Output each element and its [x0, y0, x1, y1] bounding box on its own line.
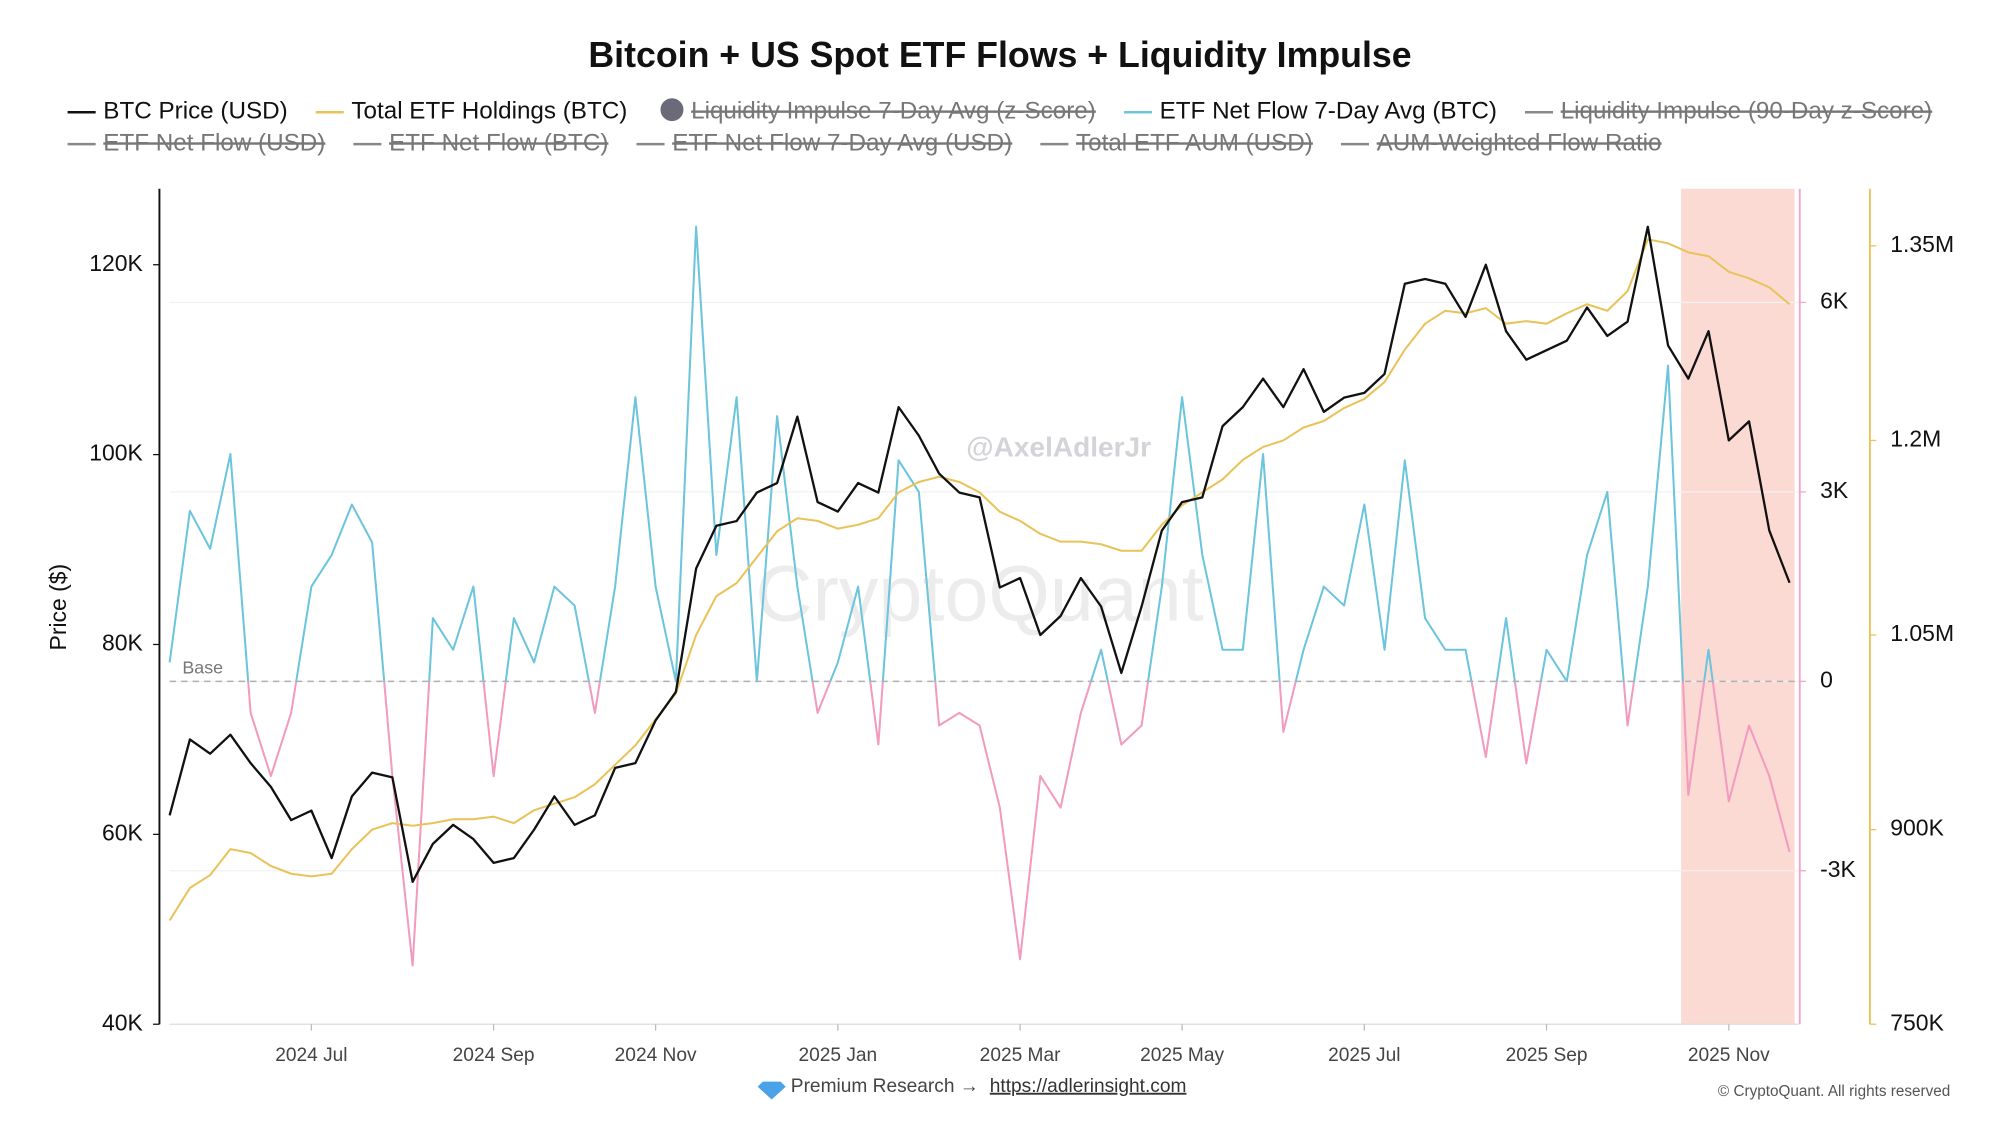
- y2-tick-label: 0: [1820, 666, 1833, 692]
- y-tick-label: 60K: [102, 819, 144, 845]
- series-line: [168, 225, 1791, 883]
- footer-link[interactable]: https://adlerinsight.com: [990, 1076, 1187, 1097]
- legend-label: ETF Net Flow 7-Day Avg (BTC): [1160, 98, 1497, 125]
- legend-label: Total ETF AUM (USD): [1076, 130, 1313, 157]
- x-tick-label: 2024 Sep: [453, 1045, 535, 1066]
- chart-title: Bitcoin + US Spot ETF Flows + Liquidity …: [588, 35, 1411, 75]
- y-tick-label: 80K: [102, 630, 144, 656]
- y-tick-label: 120K: [89, 250, 143, 276]
- legend-item[interactable]: Liquidity Impulse (90-Day z-Score): [1525, 98, 1932, 125]
- legend-label: Total ETF Holdings (BTC): [351, 98, 627, 125]
- legend-label: ETF Net Flow (BTC): [389, 130, 608, 157]
- legend-label: Liquidity Impulse 7-Day Avg (z-Score): [691, 98, 1096, 125]
- y-axis-title: Price ($): [45, 564, 71, 651]
- y3-tick-label: 1.05M: [1890, 620, 1954, 646]
- gem-icon: [757, 1081, 786, 1100]
- legend-label: ETF Net Flow (USD): [103, 130, 325, 157]
- y3-tick-label: 900K: [1890, 815, 1944, 841]
- legend-item[interactable]: ETF Net Flow 7-Day Avg (BTC): [1123, 98, 1497, 125]
- highlight-region: [1681, 188, 1795, 1025]
- legend-item[interactable]: Liquidity Impulse 7-Day Avg (z-Score): [660, 98, 1096, 125]
- legend-item[interactable]: AUM-Weighted Flow Ratio: [1340, 130, 1662, 157]
- legend-item[interactable]: ETF Net Flow (USD): [67, 130, 326, 157]
- x-tick-label: 2024 Nov: [615, 1045, 697, 1066]
- legend-label: ETF Net Flow 7-Day Avg (USD): [672, 130, 1012, 157]
- legend-item[interactable]: BTC Price (USD): [67, 98, 288, 125]
- x-tick-label: 2025 Nov: [1688, 1045, 1770, 1066]
- series-line: [168, 238, 1791, 921]
- series-line: [168, 225, 1791, 967]
- y2-tick-label: -3K: [1820, 856, 1856, 882]
- x-tick-label: 2025 Jul: [1328, 1045, 1400, 1066]
- footer-text: Premium Research →: [791, 1076, 979, 1097]
- x-tick-label: 2025 Jan: [798, 1045, 877, 1066]
- x-tick-label: 2025 May: [1140, 1045, 1224, 1066]
- legend-item[interactable]: ETF Net Flow (BTC): [353, 130, 608, 157]
- y3-tick-label: 1.2M: [1890, 426, 1941, 452]
- y-tick-label: 40K: [102, 1009, 144, 1035]
- copyright: © CryptoQuant. All rights reserved: [1718, 1083, 1950, 1100]
- legend-item[interactable]: Total ETF AUM (USD): [1040, 130, 1313, 157]
- legend-item[interactable]: Total ETF Holdings (BTC): [315, 98, 628, 125]
- y-tick-label: 100K: [89, 440, 143, 466]
- legend-label: BTC Price (USD): [103, 98, 287, 125]
- base-label: Base: [182, 657, 223, 677]
- watermark: @AxelAdlerJr: [966, 431, 1151, 462]
- y2-tick-label: 6K: [1820, 288, 1849, 314]
- x-tick-label: 2025 Sep: [1506, 1045, 1588, 1066]
- x-tick-label: 2024 Jul: [275, 1045, 347, 1066]
- x-tick-label: 2025 Mar: [980, 1045, 1061, 1066]
- legend-marker: [660, 98, 684, 122]
- legend-label: Liquidity Impulse (90-Day z-Score): [1561, 98, 1933, 125]
- watermark: CryptoQuant: [755, 548, 1203, 637]
- y3-tick-label: 1.35M: [1890, 231, 1954, 257]
- legend-item[interactable]: ETF Net Flow 7-Day Avg (USD): [636, 130, 1012, 157]
- legend-label: AUM-Weighted Flow Ratio: [1377, 130, 1662, 157]
- y3-tick-label: 750K: [1890, 1009, 1944, 1035]
- y2-tick-label: 3K: [1820, 477, 1849, 503]
